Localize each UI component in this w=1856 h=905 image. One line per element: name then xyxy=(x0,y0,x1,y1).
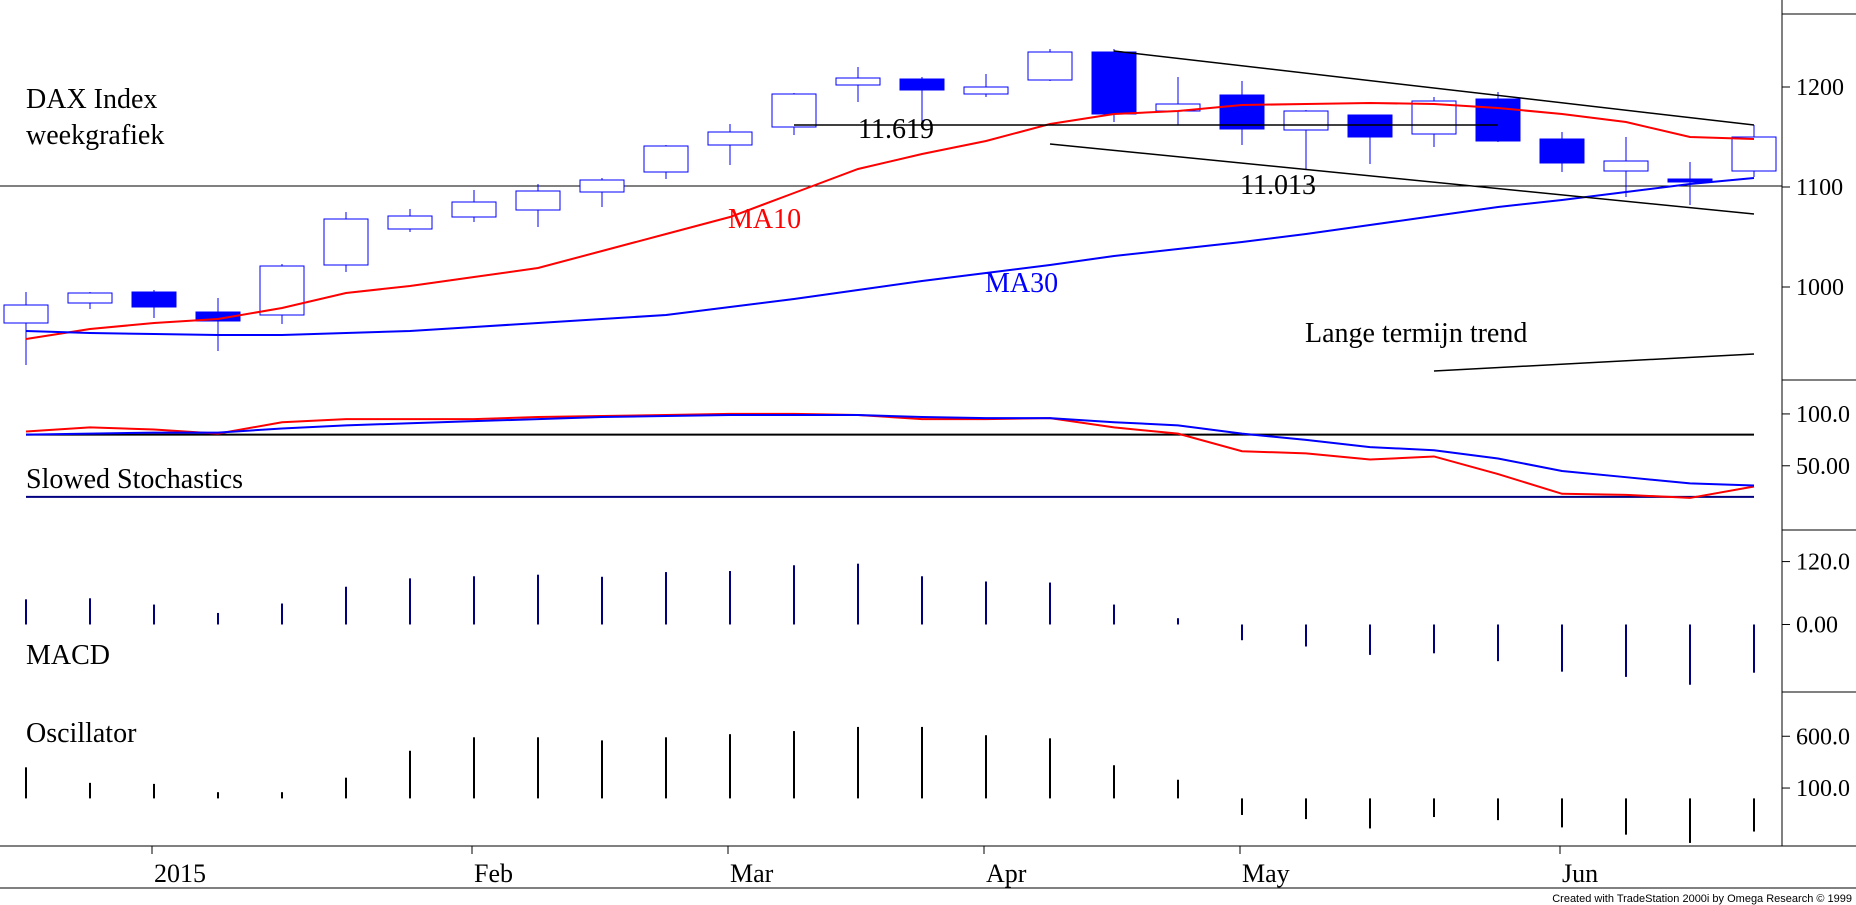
candle xyxy=(131,290,177,318)
candle-body xyxy=(451,201,497,218)
candle-body xyxy=(3,304,49,324)
price-panel: 1000 1100 1200 xyxy=(0,49,1844,372)
trend-annotation: Lange termijn trend xyxy=(1305,318,1527,349)
candle xyxy=(963,74,1009,97)
candle xyxy=(1603,137,1649,197)
candle-body xyxy=(515,190,561,211)
candle-body xyxy=(195,311,241,322)
candle-body xyxy=(1347,114,1393,138)
candle-body xyxy=(1283,110,1329,131)
candle xyxy=(3,292,49,365)
footer-credit: Created with TradeStation 2000i by Omega… xyxy=(1552,893,1852,905)
macd-label: MACD xyxy=(26,640,110,671)
level-annotation-low: 11.013 xyxy=(1240,170,1316,201)
stochastics-panel: 100.0 50.00 xyxy=(25,402,1850,499)
candle-body xyxy=(1731,136,1777,172)
trend-line xyxy=(1049,143,1755,215)
candle xyxy=(643,145,689,179)
oscillator-panel: 600.0 100.0 xyxy=(25,724,1850,843)
series-ma10 xyxy=(25,101,1755,340)
level-annotation-high: 11.619 xyxy=(858,114,934,145)
candle-body xyxy=(323,218,369,266)
x-tick-label: May xyxy=(1242,859,1290,888)
candle xyxy=(323,212,369,272)
candle-body xyxy=(771,93,817,128)
candle-body xyxy=(259,265,305,316)
candle xyxy=(67,292,113,309)
x-tick-label: Jun xyxy=(1562,859,1598,888)
candle xyxy=(835,67,881,102)
chart-subtitle: weekgrafiek xyxy=(26,120,164,151)
candle-body xyxy=(67,292,113,304)
y-tick-label: 50.00 xyxy=(1796,454,1850,480)
x-tick-label: Feb xyxy=(474,859,513,888)
macd-panel: 120.0 0.00 xyxy=(25,550,1850,685)
candle-body xyxy=(131,291,177,308)
candle xyxy=(1219,81,1265,145)
ma30-label: MA30 xyxy=(985,268,1058,299)
candle xyxy=(1411,97,1457,147)
candle-body xyxy=(1603,160,1649,172)
candle xyxy=(451,190,497,222)
y-tick-label: 0.00 xyxy=(1796,612,1838,638)
candle-body xyxy=(1667,178,1713,183)
candle xyxy=(515,184,561,227)
candle xyxy=(771,93,817,135)
y-tick-label: 600.0 xyxy=(1796,724,1850,750)
candle-body xyxy=(963,86,1009,95)
candle-body xyxy=(1475,98,1521,142)
candle-body xyxy=(835,77,881,86)
candle xyxy=(195,298,241,351)
candle xyxy=(1091,49,1137,122)
candle-body xyxy=(387,215,433,230)
candle-body xyxy=(643,145,689,173)
candle-body xyxy=(1411,100,1457,135)
candle-body xyxy=(1091,51,1137,115)
y-tick-label: 100.0 xyxy=(1796,776,1850,802)
candle xyxy=(259,264,305,324)
stochastics-line xyxy=(25,412,1755,499)
y-tick-label: 100.0 xyxy=(1796,402,1850,428)
y-tick-label: 1200 xyxy=(1796,75,1844,101)
candle xyxy=(707,124,753,165)
series-ma30 xyxy=(25,177,1755,336)
candle-body xyxy=(579,179,625,193)
trend-line xyxy=(1433,353,1755,372)
x-tick-label: Mar xyxy=(730,859,774,888)
candle xyxy=(387,209,433,232)
stochastics-label: Slowed Stochastics xyxy=(26,464,243,495)
x-axis: 2015 Feb Mar Apr May Jun xyxy=(151,846,1598,888)
candle-body xyxy=(707,131,753,146)
candle xyxy=(1347,114,1393,164)
candle xyxy=(579,178,625,207)
oscillator-label: Oscillator xyxy=(26,718,137,749)
candle-body xyxy=(1219,94,1265,130)
candle-body xyxy=(1027,51,1073,81)
x-tick-label: Apr xyxy=(986,859,1027,888)
candle xyxy=(1475,92,1521,142)
stochastics-line xyxy=(25,413,1755,487)
x-tick-label: 2015 xyxy=(154,859,206,888)
candle xyxy=(899,77,945,127)
trend-line xyxy=(1113,50,1755,126)
candle-body xyxy=(1539,138,1585,164)
y-tick-label: 1000 xyxy=(1796,275,1844,301)
ma10-label: MA10 xyxy=(728,204,801,235)
candle xyxy=(1731,125,1777,177)
candle xyxy=(1027,49,1073,81)
chart-labels: DAX Index weekgrafiek MA10 MA30 11.619 11.013… xyxy=(26,84,1852,905)
candle-body xyxy=(899,78,945,91)
candle xyxy=(1539,132,1585,172)
y-tick-label: 120.0 xyxy=(1796,550,1850,576)
chart-name: DAX Index xyxy=(26,84,157,115)
y-tick-label: 1100 xyxy=(1796,175,1843,201)
